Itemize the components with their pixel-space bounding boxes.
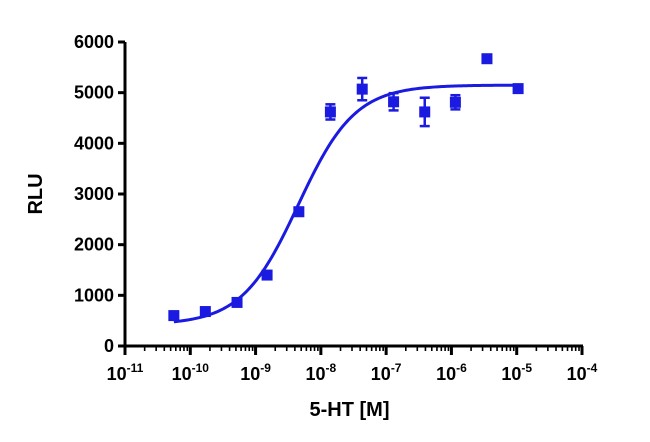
x-tick-base: 10	[172, 364, 192, 384]
x-tick-exponent: -10	[192, 361, 210, 375]
data-point	[261, 269, 273, 281]
y-tick-label: 1000	[74, 285, 114, 305]
data-points	[168, 53, 524, 322]
x-tick-base: 10	[107, 364, 127, 384]
data-marker	[324, 106, 336, 118]
x-tick-exponent: -4	[587, 361, 598, 375]
x-tick-exponent: -11	[127, 361, 144, 375]
y-axis-title: RLU	[25, 173, 47, 214]
data-point	[231, 296, 243, 308]
x-tick-base: 10	[436, 364, 456, 384]
x-axis-title: 5-HT [M]	[310, 399, 390, 421]
y-tick-label: 4000	[74, 133, 114, 153]
x-tick-exponent: -7	[391, 361, 402, 375]
x-tick-base: 10	[501, 364, 521, 384]
y-tick-label: 6000	[74, 32, 114, 52]
x-tick-label: 10-10	[172, 361, 210, 384]
x-tick-exponent: -9	[260, 361, 271, 375]
x-tick-base: 10	[567, 364, 587, 384]
x-tick-label: 10-7	[371, 361, 402, 384]
data-marker	[199, 306, 211, 318]
x-tick-base: 10	[371, 364, 391, 384]
data-point	[388, 91, 400, 112]
data-point	[168, 310, 180, 322]
y-axis-ticks: 0 1000 2000 3000 4000 5000 6000	[74, 32, 125, 356]
data-point	[324, 103, 336, 121]
data-point	[512, 83, 524, 95]
y-tick-label: 2000	[74, 235, 114, 255]
x-tick-label: 10-6	[436, 361, 467, 384]
x-axis-ticks: 10-11 10-10 10-9 10-8 10-7 10-6 10-5 10-4	[107, 346, 598, 384]
data-point	[481, 53, 493, 65]
x-tick-exponent: -6	[456, 361, 467, 375]
data-point	[419, 96, 431, 128]
data-point	[293, 206, 305, 218]
data-marker	[261, 269, 273, 281]
data-marker	[449, 96, 461, 108]
data-marker	[388, 96, 400, 108]
x-tick-label: 10-4	[567, 361, 598, 384]
data-marker	[512, 83, 524, 95]
data-marker	[231, 296, 243, 308]
x-tick-exponent: -8	[326, 361, 337, 375]
data-marker	[481, 53, 493, 65]
y-tick-label: 5000	[74, 83, 114, 103]
x-tick-label: 10-8	[306, 361, 337, 384]
data-marker	[168, 310, 180, 322]
data-point	[199, 306, 211, 318]
x-tick-label: 10-5	[501, 361, 532, 384]
data-marker	[356, 83, 368, 95]
x-tick-label: 10-11	[107, 361, 144, 384]
data-marker	[293, 206, 305, 218]
y-tick-label: 0	[104, 336, 114, 356]
data-point	[449, 93, 461, 111]
fit-curve	[173, 83, 519, 324]
data-point	[356, 76, 368, 102]
x-tick-exponent: -5	[521, 361, 532, 375]
x-tick-base: 10	[240, 364, 260, 384]
x-tick-label: 10-9	[240, 361, 271, 384]
data-marker	[419, 106, 431, 118]
y-tick-label: 3000	[74, 184, 114, 204]
x-tick-base: 10	[306, 364, 326, 384]
